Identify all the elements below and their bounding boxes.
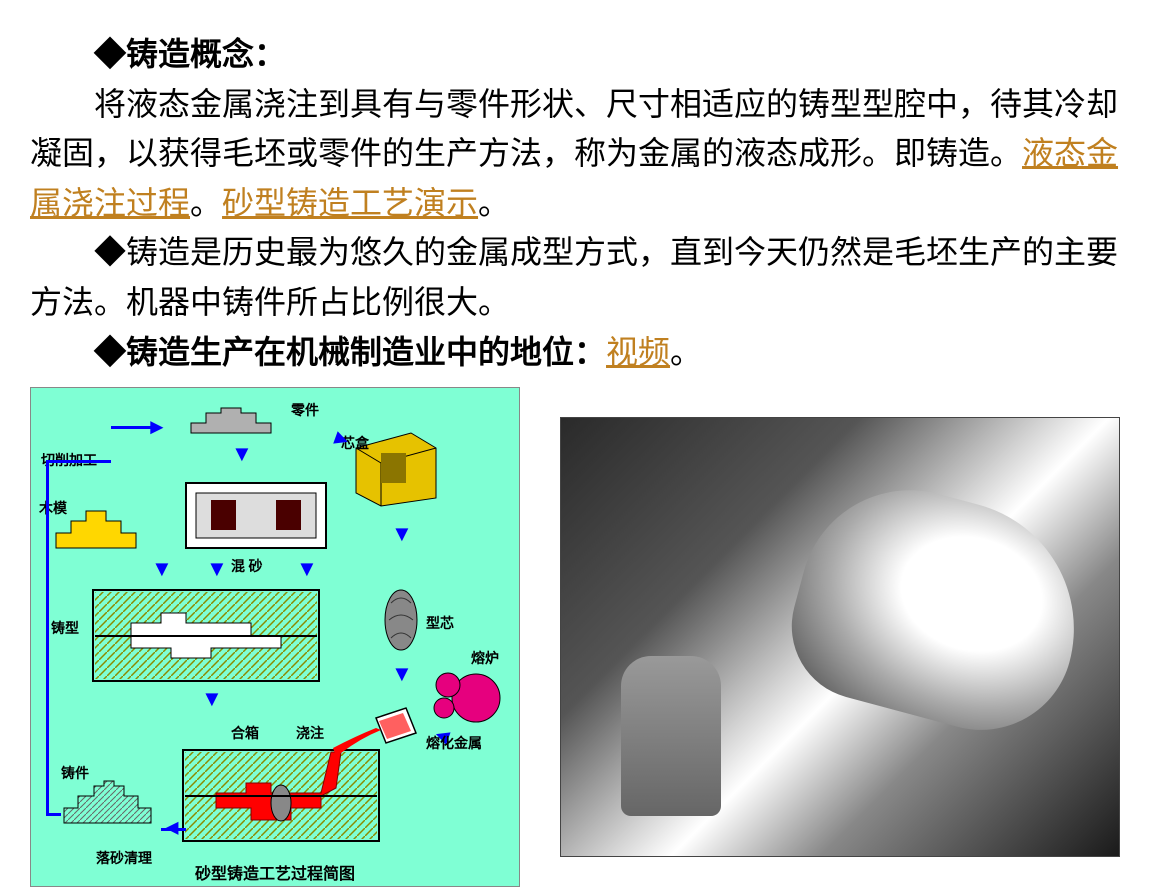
- para1-text: 将液态金属浇注到具有与零件形状、尺寸相适应的铸型型腔中，待其冷却凝固，以获得毛坯…: [30, 86, 1118, 172]
- paragraph-2: ◆铸造是历史最为悠久的金属成型方式，直到今天仍然是毛坯生产的主要方法。机器中铸件…: [30, 228, 1122, 327]
- label-xingxin: 型芯: [426, 613, 454, 633]
- label-ronglu: 熔炉: [471, 648, 499, 668]
- label-hexiang: 合箱: [231, 723, 259, 743]
- shape-furnace: [426, 663, 506, 723]
- casting-process-diagram: 零件 芯盒 切削加工 ► ▼ ► 木模: [30, 387, 520, 887]
- image-region: 零件 芯盒 切削加工 ► ▼ ► 木模: [0, 377, 1152, 887]
- label-zhujian: 铸件: [61, 763, 89, 783]
- arrow-icon: ▼: [391, 523, 413, 545]
- arrow-icon: ▼: [151, 558, 173, 580]
- text-content: ◆铸造概念： 将液态金属浇注到具有与零件形状、尺寸相适应的铸型型腔中，待其冷却凝…: [0, 0, 1152, 377]
- heading-concept: ◆铸造概念：: [94, 36, 286, 72]
- arrow-line: [46, 813, 61, 816]
- shape-pouring-mold: [181, 748, 381, 843]
- shape-mold: [91, 588, 321, 683]
- label-jiaozhu: 浇注: [296, 723, 324, 743]
- sep1: 。: [190, 185, 222, 221]
- arrow-line: [46, 460, 111, 463]
- shape-casting: [56, 778, 156, 833]
- label-zhuxing: 铸型: [51, 618, 79, 638]
- arrow-icon: ▼: [201, 688, 223, 710]
- sep3: 。: [670, 334, 702, 370]
- diagram-bg: 零件 芯盒 切削加工 ► ▼ ► 木模: [31, 388, 519, 886]
- paragraph-3: ◆铸造生产在机械制造业中的地位：视频。: [30, 328, 1122, 378]
- label-lingjian: 零件: [291, 400, 319, 420]
- arrow-icon: ▼: [296, 558, 318, 580]
- paragraph-1-body: 将液态金属浇注到具有与零件形状、尺寸相适应的铸型型腔中，待其冷却凝固，以获得毛坯…: [30, 80, 1122, 229]
- link-sand-casting-demo[interactable]: 砂型铸造工艺演示: [222, 185, 478, 221]
- arrow-icon: ▼: [206, 558, 228, 580]
- shape-mixing: [181, 478, 331, 553]
- label-mumu: 木模: [39, 498, 67, 518]
- label-ronghua: 熔化金属: [426, 733, 482, 753]
- shape-part: [181, 403, 281, 443]
- link-video[interactable]: 视频: [606, 334, 670, 370]
- label-hunsha: 混 砂: [231, 556, 263, 576]
- foundry-photo: [560, 417, 1120, 857]
- arrow-line: [46, 460, 49, 815]
- arrow-icon: ▼: [391, 663, 413, 685]
- para2-text: ◆铸造是历史最为悠久的金属成型方式，直到今天仍然是毛坯生产的主要方法。机器中铸件…: [30, 234, 1118, 320]
- arrow-line: [161, 828, 186, 831]
- arrow-line: [111, 426, 151, 429]
- paragraph-1: ◆铸造概念：: [30, 30, 1122, 80]
- shape-pour-stream: [331, 728, 391, 758]
- para3-text: ◆铸造生产在机械制造业中的地位：: [94, 334, 606, 370]
- arrow-icon: ▼: [231, 443, 253, 465]
- sep2: 。: [478, 185, 510, 221]
- shape-core: [381, 588, 421, 653]
